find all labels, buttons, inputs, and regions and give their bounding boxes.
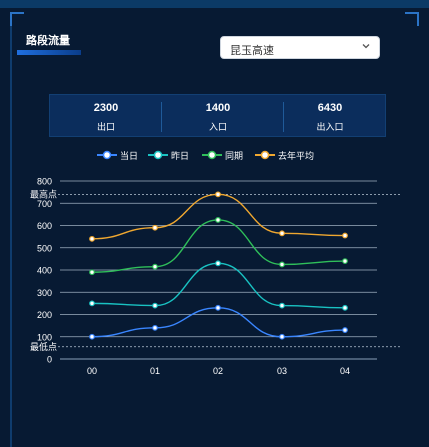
legend-marker-period [202, 150, 222, 160]
corner-decoration-right [405, 12, 419, 26]
stat-entrance-value: 1400 [205, 102, 231, 114]
reference-label: 最高点 [30, 188, 57, 199]
data-point [89, 333, 95, 340]
stat-total-label: 出入口 [316, 122, 344, 132]
stat-divider [283, 102, 284, 132]
panel-title-block: 路段流量 [17, 29, 81, 55]
legend-marker-yesterday [148, 150, 168, 160]
x-tick-label: 04 [340, 366, 350, 376]
road-select[interactable]: 昆玉高速 [220, 36, 380, 59]
data-point [342, 304, 348, 311]
series-line [91, 307, 346, 338]
y-tick-label: 200 [37, 310, 52, 320]
chevron-down-icon [362, 44, 370, 49]
data-point [152, 324, 158, 331]
y-tick-label: 500 [37, 243, 52, 253]
data-point [152, 263, 158, 270]
stat-entrance-label: 入口 [208, 122, 227, 132]
x-tick-label: 02 [213, 366, 223, 376]
legend-label-last-year-avg: 去年平均 [278, 151, 315, 161]
data-point [279, 302, 285, 309]
y-tick-label: 300 [37, 288, 52, 298]
reference-label: 最低点 [30, 341, 57, 352]
road-select-value: 昆玉高速 [230, 45, 274, 57]
x-tick-label: 03 [277, 366, 287, 376]
legend-label-period: 同期 [225, 151, 244, 161]
x-tick-label: 00 [87, 366, 97, 376]
top-bar [0, 0, 429, 8]
data-point [342, 327, 348, 333]
y-tick-label: 100 [37, 332, 52, 342]
stat-exit: 2300 出口 [50, 95, 162, 138]
legend-label-today: 当日 [120, 151, 139, 161]
data-point [279, 333, 285, 340]
data-point [89, 235, 95, 242]
stat-total-value: 6430 [317, 102, 343, 114]
panel-border-line [10, 26, 12, 447]
stat-divider [161, 102, 162, 132]
data-point [279, 230, 285, 237]
stat-exit-value: 2300 [93, 102, 119, 114]
y-tick-label: 700 [37, 199, 52, 209]
data-point [215, 260, 221, 267]
stat-exit-label: 出口 [96, 122, 115, 132]
y-tick-label: 0 [47, 355, 52, 365]
data-point [342, 232, 348, 239]
data-point [152, 224, 158, 231]
data-point [215, 191, 221, 198]
data-point [279, 261, 285, 268]
y-tick-label: 600 [37, 221, 52, 231]
x-tick-label: 01 [150, 366, 160, 376]
stats-bar: 2300 出口 1400 入口 6430 出入口 [49, 94, 386, 137]
data-point [89, 300, 95, 307]
legend-marker-last-year-avg [255, 150, 275, 160]
data-point [89, 269, 95, 276]
data-point [152, 302, 158, 309]
series-line [91, 193, 346, 240]
data-point [215, 217, 221, 223]
corner-decoration-left [10, 12, 24, 26]
data-point [215, 304, 221, 311]
panel-title: 路段流量 [26, 35, 70, 47]
stat-entrance: 1400 入口 [162, 95, 274, 138]
title-underline [17, 50, 81, 55]
y-tick-label: 400 [37, 266, 52, 276]
stat-total: 6430 出入口 [274, 95, 386, 138]
legend-marker-today [97, 150, 117, 160]
y-tick-label: 800 [37, 177, 52, 187]
data-point [342, 258, 348, 265]
legend-label-yesterday: 昨日 [171, 151, 190, 161]
